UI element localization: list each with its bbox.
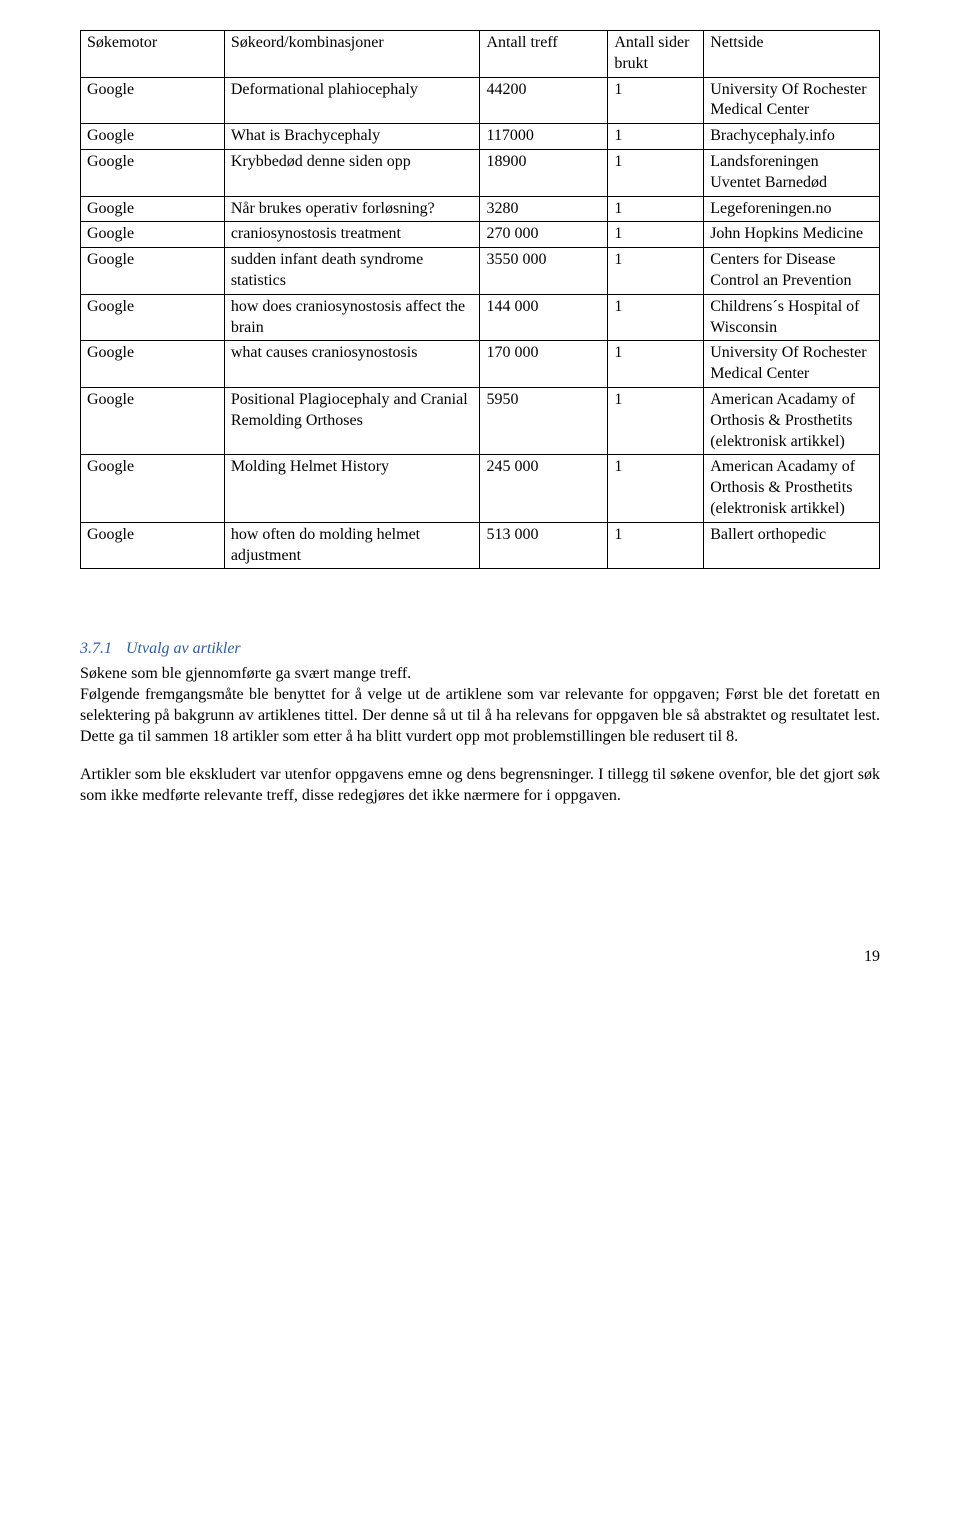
table-cell: John Hopkins Medicine — [704, 222, 880, 248]
table-row: GoogleMolding Helmet History245 0001Amer… — [81, 455, 880, 522]
table-cell: 1 — [608, 455, 704, 522]
paragraph: Følgende fremgangsmåte ble benyttet for … — [80, 685, 880, 747]
page-number: 19 — [80, 947, 880, 968]
table-cell: Google — [81, 455, 225, 522]
table-row: GooglePositional Plagiocephaly and Crani… — [81, 387, 880, 454]
table-cell: 1 — [608, 124, 704, 150]
table-cell: 1 — [608, 294, 704, 341]
table-row: Googlecraniosynostosis treatment270 0001… — [81, 222, 880, 248]
table-cell: What is Brachycephaly — [224, 124, 480, 150]
table-cell: Centers for Disease Control an Preventio… — [704, 248, 880, 295]
table-cell: 1 — [608, 387, 704, 454]
table-cell: 170 000 — [480, 341, 608, 388]
table-cell: Positional Plagiocephaly and Cranial Rem… — [224, 387, 480, 454]
table-cell: Google — [81, 196, 225, 222]
table-cell: University Of Rochester Medical Center — [704, 341, 880, 388]
table-cell: Krybbedød denne siden opp — [224, 149, 480, 196]
table-cell: 3550 000 — [480, 248, 608, 295]
table-header-row: Søkemotor Søkeord/kombinasjoner Antall t… — [81, 31, 880, 78]
table-cell: Google — [81, 522, 225, 569]
table-cell: Google — [81, 77, 225, 124]
table-row: Googlehow often do molding helmet adjust… — [81, 522, 880, 569]
paragraph: Artikler som ble ekskludert var utenfor … — [80, 765, 880, 807]
table-cell: 1 — [608, 341, 704, 388]
table-cell: 1 — [608, 196, 704, 222]
table-cell: 270 000 — [480, 222, 608, 248]
table-cell: University Of Rochester Medical Center — [704, 77, 880, 124]
table-cell: 3280 — [480, 196, 608, 222]
section-title: Utvalg av artikler — [126, 640, 241, 657]
table-cell: Google — [81, 149, 225, 196]
table-cell: Brachycephaly.info — [704, 124, 880, 150]
table-cell: 245 000 — [480, 455, 608, 522]
col-header: Nettside — [704, 31, 880, 78]
table-cell: Google — [81, 294, 225, 341]
table-cell: Molding Helmet History — [224, 455, 480, 522]
table-cell: Landsforeningen Uventet Barnedød — [704, 149, 880, 196]
table-cell: Google — [81, 222, 225, 248]
table-cell: sudden infant death syndrome statistics — [224, 248, 480, 295]
table-cell: 1 — [608, 522, 704, 569]
table-cell: how does craniosynostosis affect the bra… — [224, 294, 480, 341]
table-cell: 1 — [608, 248, 704, 295]
table-cell: 144 000 — [480, 294, 608, 341]
col-header: Søkemotor — [81, 31, 225, 78]
table-row: Googlewhat causes craniosynostosis170 00… — [81, 341, 880, 388]
table-row: Googlehow does craniosynostosis affect t… — [81, 294, 880, 341]
table-cell: American Acadamy of Orthosis & Prostheti… — [704, 455, 880, 522]
table-cell: Google — [81, 124, 225, 150]
table-row: GoogleDeformational plahiocephaly442001U… — [81, 77, 880, 124]
col-header: Søkeord/kombinasjoner — [224, 31, 480, 78]
table-cell: Legeforeningen.no — [704, 196, 880, 222]
section-heading: 3.7.1 Utvalg av artikler — [80, 639, 880, 660]
section-number: 3.7.1 — [80, 640, 112, 657]
table-cell: 44200 — [480, 77, 608, 124]
table-cell: 513 000 — [480, 522, 608, 569]
table-cell: Google — [81, 248, 225, 295]
table-cell: Google — [81, 341, 225, 388]
paragraph: Søkene som ble gjennomførte ga svært man… — [80, 664, 880, 685]
table-cell: Google — [81, 387, 225, 454]
table-cell: what causes craniosynostosis — [224, 341, 480, 388]
table-cell: 1 — [608, 222, 704, 248]
table-row: GoogleNår brukes operativ forløsning?328… — [81, 196, 880, 222]
table-cell: Når brukes operativ forløsning? — [224, 196, 480, 222]
search-results-table: Søkemotor Søkeord/kombinasjoner Antall t… — [80, 30, 880, 569]
table-cell: Childrens´s Hospital of Wisconsin — [704, 294, 880, 341]
table-row: GoogleWhat is Brachycephaly1170001Brachy… — [81, 124, 880, 150]
table-cell: 5950 — [480, 387, 608, 454]
table-row: Googlesudden infant death syndrome stati… — [81, 248, 880, 295]
col-header: Antall sider brukt — [608, 31, 704, 78]
table-cell: craniosynostosis treatment — [224, 222, 480, 248]
table-cell: 18900 — [480, 149, 608, 196]
table-cell: 1 — [608, 77, 704, 124]
table-cell: how often do molding helmet adjustment — [224, 522, 480, 569]
table-cell: Ballert orthopedic — [704, 522, 880, 569]
table-cell: 117000 — [480, 124, 608, 150]
table-cell: Deformational plahiocephaly — [224, 77, 480, 124]
table-cell: American Acadamy of Orthosis & Prostheti… — [704, 387, 880, 454]
table-cell: 1 — [608, 149, 704, 196]
table-row: GoogleKrybbedød denne siden opp189001Lan… — [81, 149, 880, 196]
col-header: Antall treff — [480, 31, 608, 78]
